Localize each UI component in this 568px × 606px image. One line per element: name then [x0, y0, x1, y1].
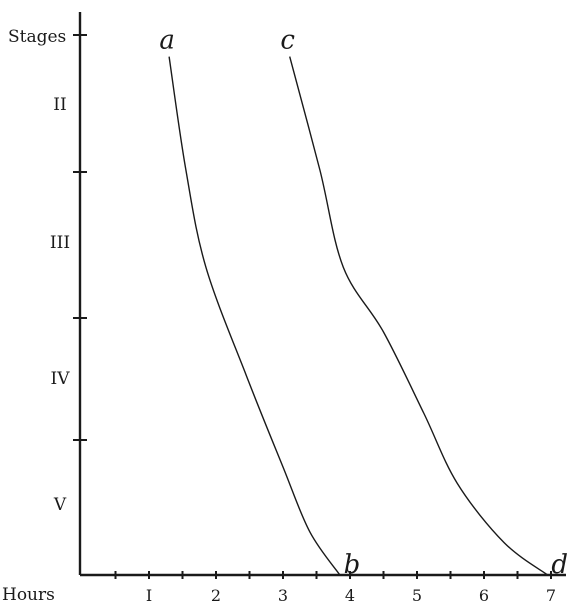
x-tick-label: 5: [412, 586, 422, 605]
y-ticks: [73, 34, 87, 441]
curve-labels: a b c d: [159, 26, 568, 580]
y-tick-label: V: [53, 495, 67, 515]
y-tick-label: III: [50, 233, 70, 253]
curve-start-label: a: [159, 26, 175, 56]
curve-c-d: [289, 56, 549, 576]
x-tick-label: 3: [278, 586, 288, 605]
curve-start-label: c: [280, 26, 295, 56]
x-ticks: [114, 571, 552, 579]
x-tick-label: 2: [211, 586, 221, 605]
y-tick-label: II: [53, 95, 66, 115]
curve-end-label: b: [344, 550, 361, 580]
x-tick-label: 7: [546, 586, 556, 605]
y-axis-title: Stages: [8, 27, 66, 47]
x-tick-label: 6: [479, 586, 489, 605]
x-axis-title: Hours: [2, 585, 55, 605]
x-tick-labels: I 2 3 4 5 6 7: [146, 586, 556, 605]
curve-a-b: [168, 56, 341, 576]
curve-end-label: d: [551, 550, 568, 580]
curves: [168, 56, 549, 576]
x-tick-label: 4: [345, 586, 355, 605]
y-tick-label: IV: [51, 369, 71, 389]
x-tick-label: I: [146, 586, 152, 605]
